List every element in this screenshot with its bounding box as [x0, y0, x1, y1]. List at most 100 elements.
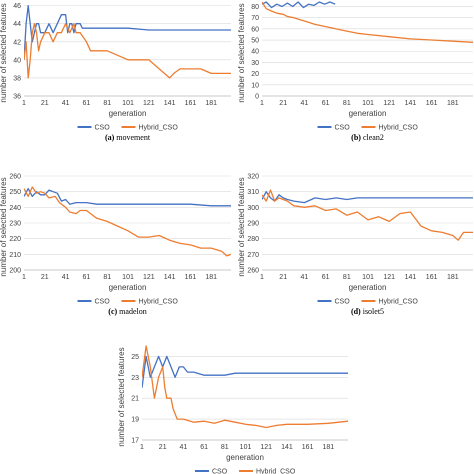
x-tick-label: 181 — [447, 274, 459, 281]
x-tick-label: 61 — [83, 274, 91, 281]
y-tick-label: 260 — [247, 268, 259, 275]
y-tick-label: 270 — [247, 252, 259, 259]
x-tick-label: 181 — [205, 100, 217, 107]
y-tick-label: 23 — [131, 375, 139, 382]
y-axis-label: number of selected features — [237, 3, 246, 102]
x-tick-label: 181 — [322, 444, 334, 451]
x-tick-label: 121 — [143, 274, 155, 281]
y-tick-label: 80 — [251, 4, 259, 11]
x-tick-label: 61 — [322, 274, 330, 281]
x-tick-label: 141 — [164, 274, 176, 281]
x-tick-label: 61 — [83, 100, 91, 107]
x-axis-label: generation — [109, 283, 147, 292]
x-tick-label: 41 — [62, 274, 70, 281]
x-axis-label: generation — [349, 109, 387, 118]
x-tick-label: 121 — [383, 100, 395, 107]
x-tick-label: 101 — [240, 444, 252, 451]
y-tick-label: 50 — [251, 38, 259, 45]
series-line-cso — [262, 191, 473, 204]
legend-entry: Hybrid_CSO — [139, 299, 179, 306]
chart-caption: (a) movement — [105, 133, 151, 142]
y-tick-label: 280 — [247, 236, 259, 243]
caption-name: clean2 — [363, 133, 384, 142]
x-tick-label: 161 — [426, 100, 438, 107]
y-tick-label: 320 — [247, 174, 259, 181]
x-tick-label: 1 — [260, 100, 264, 107]
caption-name: isolet5 — [363, 307, 384, 316]
caption-letter: (c) — [108, 307, 119, 316]
x-axis-label: generation — [349, 283, 387, 292]
x-tick-label: 141 — [405, 100, 417, 107]
y-tick-label: 60 — [251, 26, 259, 33]
y-tick-label: 10 — [251, 82, 259, 89]
caption-letter: (d) — [351, 307, 363, 316]
x-tick-label: 41 — [62, 100, 70, 107]
legend-entry: CSO — [212, 469, 228, 474]
y-tick-label: 40 — [13, 57, 21, 64]
y-tick-label: 25 — [131, 354, 139, 361]
y-tick-label: 20 — [251, 71, 259, 78]
y-axis-label: number of selected features — [0, 177, 8, 276]
x-tick-label: 121 — [383, 274, 395, 281]
x-tick-label: 121 — [143, 100, 155, 107]
y-tick-label: 17 — [131, 438, 139, 445]
x-tick-label: 21 — [41, 100, 49, 107]
x-tick-label: 21 — [279, 274, 287, 281]
y-tick-label: 44 — [13, 21, 21, 28]
series-line-cso — [24, 187, 231, 207]
y-tick-label: 290 — [247, 221, 259, 228]
x-tick-label: 101 — [122, 274, 134, 281]
x-tick-label: 161 — [185, 274, 197, 281]
x-tick-label: 181 — [447, 100, 459, 107]
x-tick-label: 41 — [180, 444, 188, 451]
series-line-cso — [142, 355, 348, 388]
x-tick-label: 41 — [301, 274, 309, 281]
y-axis-label: number of selected features — [237, 177, 246, 276]
y-tick-label: 200 — [9, 268, 21, 275]
x-tick-label: 81 — [103, 274, 111, 281]
x-tick-label: 101 — [362, 100, 374, 107]
y-axis-label: number of selected features — [0, 3, 8, 102]
y-tick-label: 36 — [13, 94, 21, 101]
caption-letter: (a) — [105, 133, 116, 142]
x-tick-label: 81 — [103, 100, 111, 107]
y-tick-label: 210 — [9, 252, 21, 259]
x-tick-label: 21 — [159, 444, 167, 451]
x-tick-label: 161 — [426, 274, 438, 281]
caption-letter: (b) — [351, 133, 363, 142]
y-tick-label: 260 — [9, 174, 21, 181]
series-line-cso — [262, 1, 336, 9]
x-tick-label: 81 — [221, 444, 229, 451]
chart-caption: (d) isolet5 — [351, 307, 384, 316]
legend-entry: Hybrid_CSO — [379, 299, 419, 306]
x-tick-label: 21 — [279, 100, 287, 107]
legend-entry: CSO — [95, 125, 111, 132]
x-axis-label: generation — [109, 109, 147, 118]
y-tick-label: 40 — [251, 49, 259, 56]
x-tick-label: 1 — [22, 100, 26, 107]
x-tick-label: 101 — [122, 100, 134, 107]
y-tick-label: 21 — [131, 396, 139, 403]
y-axis-label: number of selected features — [117, 347, 126, 446]
y-tick-label: 310 — [247, 189, 259, 196]
series-line-hybrid-cso — [24, 23, 231, 79]
series-line-hybrid-cso — [142, 345, 348, 429]
series-line-cso — [24, 4, 231, 60]
legend-entry: CSO — [335, 299, 351, 306]
chart-caption: (c) madelon — [108, 307, 146, 316]
x-tick-label: 101 — [362, 274, 374, 281]
legend-entry: Hybrid_CSO — [379, 125, 419, 132]
y-tick-label: 230 — [9, 221, 21, 228]
x-axis-label: generation — [226, 453, 264, 462]
x-tick-label: 141 — [281, 444, 293, 451]
chart-caption: (b) clean2 — [351, 133, 384, 142]
series-line-hybrid-cso — [262, 189, 473, 241]
x-tick-label: 1 — [260, 274, 264, 281]
y-tick-label: 42 — [13, 39, 21, 46]
x-tick-label: 41 — [301, 100, 309, 107]
